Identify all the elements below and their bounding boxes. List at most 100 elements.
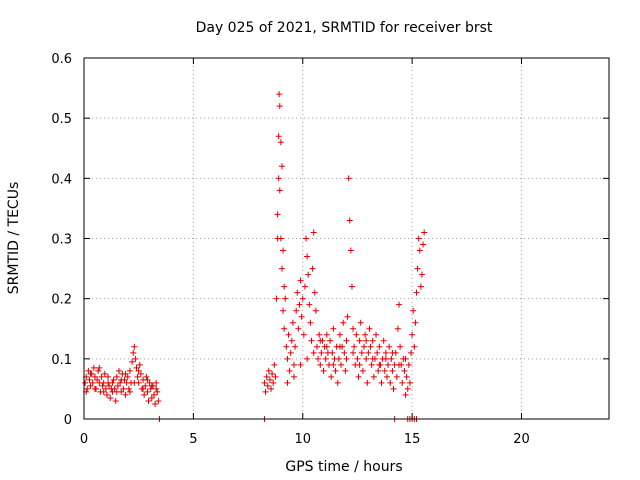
data-point <box>299 295 306 302</box>
data-point <box>370 373 377 380</box>
data-point <box>270 379 277 386</box>
data-point <box>94 376 101 383</box>
data-point <box>389 349 396 356</box>
data-point <box>353 331 360 338</box>
data-point <box>86 376 93 383</box>
data-point <box>288 337 295 344</box>
data-point <box>405 361 412 368</box>
data-point <box>350 349 357 356</box>
data-point <box>276 91 283 98</box>
data-point <box>110 376 117 383</box>
data-point <box>269 370 276 377</box>
data-point <box>85 367 92 374</box>
data-point <box>396 361 402 368</box>
data-point <box>144 376 151 383</box>
data-point <box>148 394 155 401</box>
data-point <box>280 307 287 314</box>
data-point <box>309 265 316 272</box>
data-point <box>273 295 280 302</box>
data-point <box>396 301 402 308</box>
data-point <box>276 103 283 110</box>
x-tick-label: 15 <box>404 432 421 447</box>
data-point <box>409 331 416 338</box>
data-point <box>82 379 89 386</box>
data-point <box>361 343 367 350</box>
data-point <box>374 349 381 356</box>
data-point <box>404 385 411 392</box>
data-point <box>286 367 293 374</box>
data-point <box>329 349 336 356</box>
y-tick-label: 0 <box>64 413 72 428</box>
data-point <box>308 337 315 344</box>
data-point <box>381 367 388 374</box>
y-axis-label: SRMTID / TECUs <box>6 182 22 295</box>
data-point <box>345 175 352 182</box>
data-point <box>293 307 300 314</box>
data-point <box>402 391 409 398</box>
data-point <box>413 289 420 296</box>
data-point <box>375 367 382 374</box>
data-point <box>289 319 296 326</box>
data-point <box>303 235 310 242</box>
data-point <box>145 397 152 404</box>
data-point <box>118 376 125 383</box>
data-point <box>380 337 387 344</box>
data-point <box>393 373 400 380</box>
y-tick-label: 0.4 <box>51 172 72 187</box>
x-axis-label: GPS time / hours <box>285 459 402 475</box>
data-point <box>294 289 301 296</box>
data-point <box>122 370 129 377</box>
data-point <box>366 325 373 332</box>
data-point <box>362 331 369 338</box>
data-point <box>281 325 288 332</box>
data-point <box>90 364 97 371</box>
data-point <box>282 295 289 302</box>
data-point <box>318 349 325 356</box>
data-point <box>408 349 415 356</box>
data-point <box>394 325 401 332</box>
data-point <box>357 319 364 326</box>
y-tick-label: 0.6 <box>51 52 72 67</box>
data-point <box>96 364 103 371</box>
data-point <box>358 349 365 356</box>
data-point <box>275 133 282 140</box>
data-point <box>109 379 116 386</box>
data-point <box>365 349 372 356</box>
data-point <box>406 379 413 386</box>
data-point <box>285 331 292 338</box>
data-point <box>416 247 423 254</box>
data-point <box>342 367 349 374</box>
data-point <box>105 373 112 380</box>
data-point <box>287 349 294 356</box>
data-point <box>336 343 343 350</box>
data-point <box>316 331 323 338</box>
data-point <box>334 379 341 386</box>
x-tick-label: 5 <box>189 432 197 447</box>
data-point <box>113 373 120 380</box>
data-point <box>291 373 297 380</box>
data-point <box>332 367 339 374</box>
data-point <box>382 355 389 362</box>
data-point <box>91 385 98 392</box>
data-point <box>304 355 311 362</box>
data-point <box>335 355 342 362</box>
data-point <box>144 388 151 395</box>
data-point <box>399 379 406 386</box>
data-point <box>386 343 393 350</box>
data-point <box>364 379 371 386</box>
data-point <box>154 388 161 395</box>
data-point <box>320 367 327 374</box>
data-point <box>277 235 284 242</box>
data-point <box>397 343 404 350</box>
data-point <box>297 277 304 284</box>
data-point <box>126 388 133 395</box>
data-point <box>412 319 419 326</box>
data-point <box>322 355 329 362</box>
data-point <box>297 361 304 368</box>
data-point <box>310 349 317 356</box>
data-point <box>148 382 155 389</box>
data-point <box>89 379 96 386</box>
plot-border <box>83 57 610 420</box>
data-point <box>313 343 320 350</box>
